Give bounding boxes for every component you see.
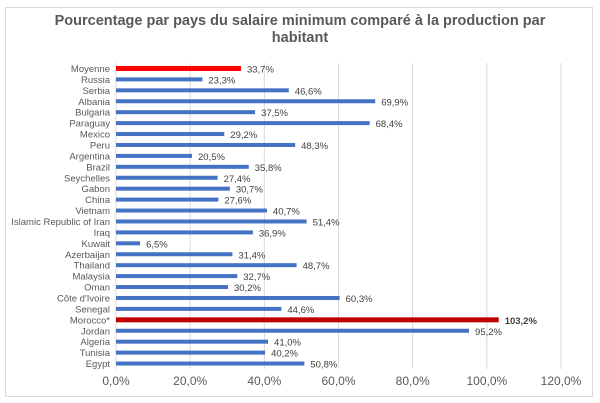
data-label: 95,2%: [475, 327, 502, 338]
x-tick-label: 80,0%: [396, 374, 430, 388]
data-label: 103,2%: [505, 316, 538, 327]
data-label: 41,0%: [274, 338, 301, 349]
category-label: Albania: [78, 97, 110, 108]
category-label: Senegal: [75, 304, 110, 315]
category-label: Seychelles: [64, 173, 110, 184]
data-label: 46,6%: [295, 86, 322, 97]
bar: [116, 186, 230, 191]
data-label: 69,9%: [381, 97, 408, 108]
bar: [116, 361, 305, 366]
data-label: 31,4%: [238, 250, 265, 261]
x-tick-label: 100,0%: [466, 374, 507, 388]
category-label: Mexico: [80, 130, 110, 141]
data-label: 44,6%: [287, 305, 314, 316]
bar: [116, 164, 249, 169]
category-label: Paraguay: [69, 119, 110, 130]
data-label: 27,4%: [224, 174, 251, 185]
data-label: 36,9%: [259, 228, 286, 239]
category-label: Morocco*: [70, 315, 110, 326]
category-label: Gabon: [81, 184, 110, 195]
data-label: 60,3%: [346, 294, 373, 305]
category-label: Algeria: [80, 337, 110, 348]
category-label: Côte d'Ivoire: [57, 293, 110, 304]
chart-title-line-2: habitant: [271, 30, 329, 46]
x-tick-label: 120,0%: [541, 374, 582, 388]
bar: [116, 110, 256, 115]
bar: [116, 263, 297, 268]
data-label: 20,5%: [198, 152, 225, 163]
category-label: Malaysia: [73, 272, 111, 283]
bar: [116, 153, 193, 158]
chart-title-line-1: Pourcentage par pays du salaire minimum …: [54, 13, 546, 29]
bar: [116, 339, 269, 344]
data-label: 32,7%: [243, 272, 270, 283]
data-label: 23,3%: [208, 75, 235, 86]
category-label: Moyenne: [71, 64, 110, 75]
data-label: 68,4%: [376, 119, 403, 130]
category-label: Jordan: [81, 326, 110, 337]
category-label: China: [85, 195, 111, 206]
data-label: 6,5%: [146, 239, 168, 250]
bar: [116, 175, 218, 180]
bar: [116, 317, 499, 323]
bar: [116, 88, 289, 93]
data-label: 30,7%: [236, 185, 263, 196]
category-label: Islamic Republic of Iran: [11, 217, 110, 228]
category-label: Serbia: [83, 86, 111, 97]
data-label: 48,3%: [301, 141, 328, 152]
category-label: Egypt: [86, 359, 111, 370]
bar: [116, 121, 370, 126]
category-label: Bulgaria: [75, 108, 111, 119]
bar: [116, 252, 233, 257]
category-label: Azerbaijan: [65, 250, 110, 261]
bar: [116, 132, 225, 137]
data-label: 40,7%: [273, 207, 300, 218]
data-label: 37,5%: [261, 108, 288, 119]
category-label: Tunisia: [80, 348, 111, 359]
category-label: Vietnam: [75, 206, 110, 217]
bar: [116, 350, 266, 355]
bar: [116, 219, 307, 224]
x-tick-label: 40,0%: [247, 374, 281, 388]
bar: [116, 142, 296, 147]
category-label: Russia: [81, 75, 111, 86]
data-label: 29,2%: [230, 130, 257, 141]
data-label: 48,7%: [303, 261, 330, 272]
category-label: Brazil: [86, 162, 110, 173]
data-label: 27,6%: [224, 196, 251, 207]
bar: [116, 274, 238, 279]
chart-title: Pourcentage par pays du salaire minimum …: [0, 13, 600, 47]
data-label: 50,8%: [310, 360, 337, 371]
x-tick-label: 0,0%: [102, 374, 130, 388]
chart-frame: [5, 7, 593, 397]
bar: [116, 328, 470, 333]
x-tick-label: 60,0%: [321, 374, 355, 388]
bar: [116, 230, 253, 235]
bar: [116, 197, 219, 202]
bar: [116, 77, 203, 82]
data-label: 30,2%: [234, 283, 261, 294]
bar: [116, 241, 141, 246]
bar: [116, 208, 267, 213]
data-label: 40,2%: [271, 349, 298, 360]
category-label: Peru: [90, 140, 110, 151]
category-label: Oman: [84, 283, 110, 294]
bar: [116, 295, 340, 300]
data-label: 33,7%: [247, 64, 274, 75]
category-label: Argentina: [69, 151, 110, 162]
x-tick-label: 20,0%: [173, 374, 207, 388]
category-label: Kuwait: [81, 239, 110, 250]
category-label: Iraq: [94, 228, 110, 239]
bar: [116, 99, 376, 104]
category-label: Thailand: [74, 261, 110, 272]
data-label: 51,4%: [313, 217, 340, 228]
bar: [116, 65, 241, 71]
data-label: 35,8%: [255, 163, 282, 174]
bar: [116, 306, 282, 311]
bar: [116, 285, 228, 290]
